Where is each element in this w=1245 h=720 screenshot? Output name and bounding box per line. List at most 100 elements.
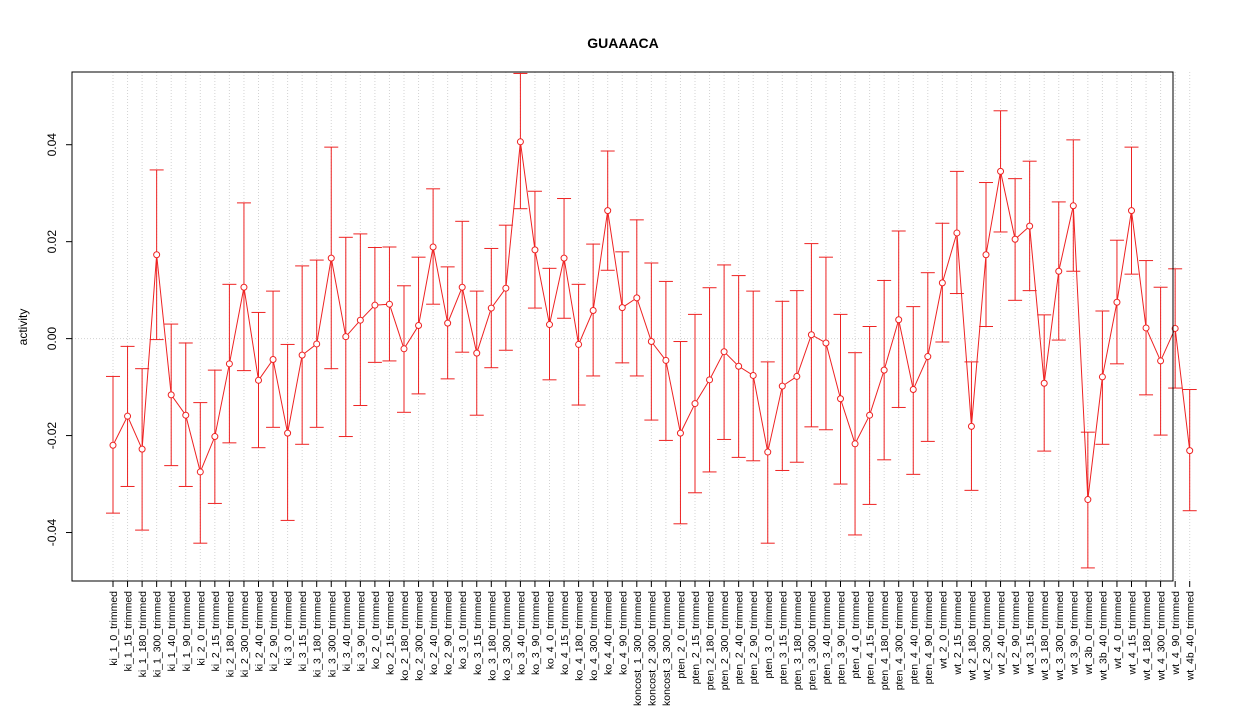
data-point <box>1055 267 1063 275</box>
data-point <box>124 412 132 420</box>
x-tick-label: wt_3_15_trimmed <box>1025 591 1037 676</box>
x-tick-label: wt_3_300_trimmed <box>1054 591 1066 681</box>
data-point <box>909 386 917 394</box>
data-point <box>1171 324 1179 332</box>
x-tick-label: ko_2_300_trimmed <box>414 591 426 681</box>
x-tick-label: ko_3_0_trimmed <box>457 591 469 669</box>
x-tick-label: ki_1_180_trimmed <box>137 591 149 678</box>
data-point <box>516 138 524 146</box>
x-tick-label: wt_2_300_trimmed <box>981 591 993 681</box>
y-tick-label: 0.04 <box>45 133 59 157</box>
data-point <box>982 251 990 259</box>
data-point <box>240 283 248 291</box>
x-tick-label: pten_3_15_trimmed <box>777 591 789 685</box>
y-axis: -0.04 -0.02 0.00 0.02 0.04 <box>45 133 72 546</box>
x-tick-label: pten_4_300_trimmed <box>894 591 906 690</box>
x-tick-label: ki_2_40_trimmed <box>254 591 266 672</box>
x-tick-label: koncost_1_300_trimmed <box>632 591 644 706</box>
x-tick-label: ki_3_15_trimmed <box>297 591 309 672</box>
data-point <box>851 440 859 448</box>
data-point <box>1186 447 1194 455</box>
data-point <box>793 372 801 380</box>
x-tick-label: ki_2_300_trimmed <box>239 591 251 678</box>
data-point <box>284 429 292 437</box>
x-tick-label: ko_4_90_trimmed <box>617 591 629 675</box>
data-point <box>706 376 714 384</box>
x-tick-label: pten_4_90_trimmed <box>923 591 935 685</box>
x-tick-label: ko_2_180_trimmed <box>399 591 411 681</box>
data-point <box>822 339 830 347</box>
y-tick-label: -0.02 <box>45 422 59 450</box>
x-tick-label: ki_2_15_trimmed <box>210 591 222 672</box>
data-point <box>167 391 175 399</box>
x-tick-label: wt_3_180_trimmed <box>1039 591 1051 681</box>
data-point <box>1084 496 1092 504</box>
x-tick-label: wt_4_300_trimmed <box>1156 591 1168 681</box>
x-tick-label: pten_3_180_trimmed <box>792 591 804 690</box>
x-tick-label: koncost_2_300_trimmed <box>646 591 658 706</box>
data-point <box>837 395 844 403</box>
x-tick-label: wt_3_90_trimmed <box>1068 591 1080 676</box>
x-tick-label: ki_2_0_trimmed <box>195 591 207 666</box>
data-point <box>866 411 874 419</box>
x-tick-label: ko_2_90_trimmed <box>443 591 455 675</box>
data-point <box>647 338 655 346</box>
data-point <box>1098 373 1106 381</box>
series-layer <box>106 72 1197 569</box>
x-tick-label: pten_4_15_trimmed <box>865 591 877 685</box>
x-tick-label: ki_3_180_trimmed <box>312 591 324 678</box>
y-tick-label: 0.02 <box>45 230 59 254</box>
data-point <box>1142 324 1150 332</box>
x-tick-label: wt_2_90_trimmed <box>1010 591 1022 676</box>
data-point <box>327 254 335 262</box>
x-tick-label: ki_1_15_trimmed <box>123 591 135 672</box>
x-tick-label: ko_4_300_trimmed <box>588 591 600 681</box>
data-point <box>676 429 684 437</box>
x-tick-label: ki_1_0_trimmed <box>108 591 120 666</box>
data-point <box>807 331 815 339</box>
data-point <box>444 319 452 327</box>
x-tick-label: ko_3_40_trimmed <box>515 591 527 675</box>
x-tick-label: ki_2_180_trimmed <box>224 591 236 678</box>
x-tick-label: wt_3b_40_trimmed <box>1097 591 1109 681</box>
x-tick-label: pten_3_40_trimmed <box>821 591 833 685</box>
grid-layer <box>72 72 1191 581</box>
x-tick-label: pten_3_90_trimmed <box>836 591 848 685</box>
x-tick-label: ko_2_40_trimmed <box>428 591 440 675</box>
data-point <box>1113 298 1121 306</box>
x-tick-label: ko_4_0_trimmed <box>545 591 557 669</box>
data-point <box>1040 379 1048 387</box>
x-tick-label: ko_4_15_trimmed <box>559 591 571 675</box>
data-point <box>633 294 641 302</box>
data-point <box>1128 207 1135 215</box>
data-point <box>953 229 961 237</box>
data-point <box>153 251 161 259</box>
data-point <box>502 284 510 292</box>
x-tick-label: ki_1_90_trimmed <box>181 591 193 672</box>
x-tick-label: pten_2_0_trimmed <box>675 591 687 679</box>
data-point <box>560 254 568 262</box>
data-point <box>196 468 204 476</box>
x-tick-label: pten_4_0_trimmed <box>850 591 862 679</box>
x-tick-label: wt_2_0_trimmed <box>937 591 949 670</box>
x-tick-label: pten_3_0_trimmed <box>763 591 775 679</box>
x-tick-label: wt_2_40_trimmed <box>996 591 1008 676</box>
y-tick-label: -0.04 <box>45 519 59 547</box>
data-point <box>967 422 975 430</box>
x-tick-label: pten_2_15_trimmed <box>690 591 702 685</box>
x-tick-label: ki_3_300_trimmed <box>326 591 338 678</box>
x-tick-label: ko_2_15_trimmed <box>384 591 396 675</box>
data-point <box>415 322 423 330</box>
x-tick-label: pten_2_300_trimmed <box>719 591 731 690</box>
data-point <box>1157 357 1165 365</box>
data-point <box>211 433 219 441</box>
data-point <box>487 304 495 312</box>
x-tick-label: wt_4_180_trimmed <box>1141 591 1153 681</box>
x-tick-label: ko_4_180_trimmed <box>574 591 586 681</box>
data-point <box>895 316 903 324</box>
data-point <box>1069 202 1077 210</box>
data-point <box>531 246 539 254</box>
data-point <box>749 371 757 379</box>
data-point <box>356 316 364 324</box>
